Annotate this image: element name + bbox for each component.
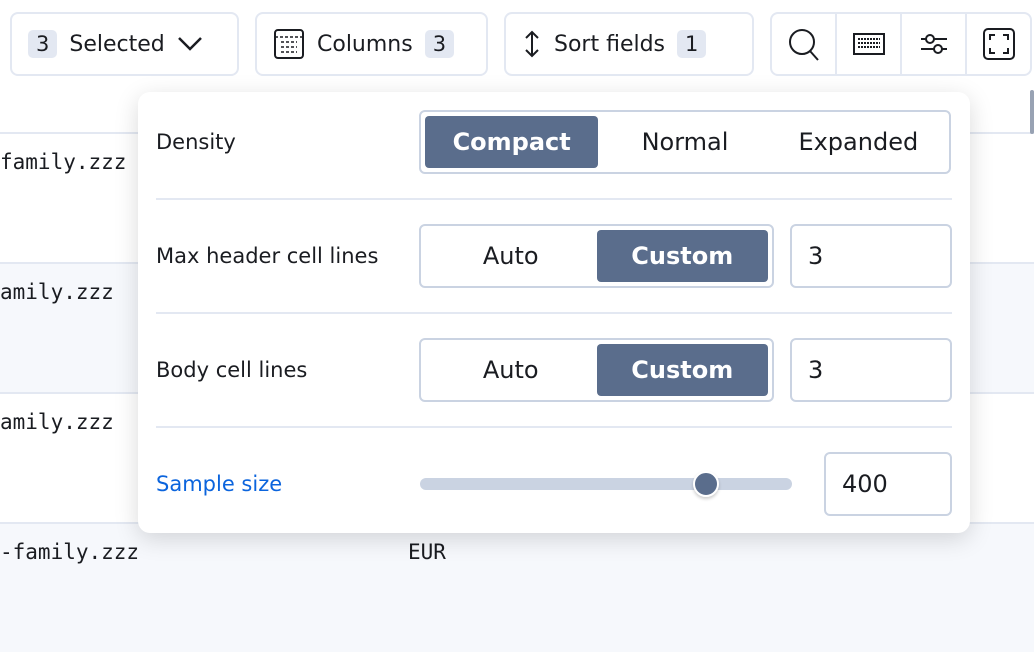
- header-lines-input[interactable]: 3: [790, 224, 952, 288]
- body-lines-toggle: Auto Custom: [419, 338, 774, 402]
- sort-count-badge: 1: [677, 30, 707, 58]
- density-normal[interactable]: Normal: [641, 128, 729, 156]
- body-lines-input[interactable]: 3: [790, 338, 952, 402]
- toolbar: 3 Selected Columns 3 Sort fields 1: [0, 12, 1034, 76]
- divider: [156, 198, 952, 200]
- header-lines-auto[interactable]: Auto: [482, 242, 539, 270]
- body-lines-custom[interactable]: Custom: [596, 344, 768, 396]
- selected-count-badge: 3: [28, 30, 58, 58]
- header-lines-toggle: Auto Custom: [419, 224, 774, 288]
- cell-text: family.zzz: [0, 150, 127, 174]
- divider: [156, 312, 952, 314]
- search-icon: [788, 29, 819, 61]
- sort-label: Sort fields: [554, 31, 666, 57]
- divider: [156, 426, 952, 428]
- body-lines-label: Body cell lines: [156, 358, 308, 382]
- slider-thumb[interactable]: [693, 471, 720, 497]
- currency-cell: EUR: [408, 540, 446, 564]
- chevron-down-icon: [177, 37, 202, 51]
- keyboard-icon: [852, 33, 885, 55]
- density-compact[interactable]: Compact: [425, 116, 599, 168]
- columns-count-badge: 3: [424, 30, 455, 58]
- selected-label: Selected: [69, 31, 165, 57]
- popover-arrow: [914, 80, 940, 93]
- toolbar-icon-group: [770, 12, 1032, 76]
- body-lines-auto[interactable]: Auto: [482, 356, 539, 384]
- cell-text: amily.zzz: [0, 280, 114, 304]
- density-label: Density: [156, 130, 236, 154]
- table-row: -family.zzz EUR: [0, 522, 1034, 652]
- display-settings-popover: Density Compact Normal Expanded Max head…: [138, 92, 970, 533]
- header-lines-custom[interactable]: Custom: [596, 230, 768, 282]
- fullscreen-button[interactable]: [967, 14, 1030, 74]
- sample-size-slider[interactable]: [420, 471, 792, 497]
- cell-text: amily.zzz: [0, 410, 114, 434]
- search-button[interactable]: [772, 14, 837, 74]
- columns-button[interactable]: Columns 3: [255, 12, 488, 76]
- sample-size-label[interactable]: Sample size: [156, 472, 283, 496]
- display-settings-button[interactable]: [902, 14, 967, 74]
- columns-label: Columns: [317, 31, 413, 57]
- sort-icon: [525, 30, 539, 58]
- table-icon: [274, 29, 304, 59]
- fullscreen-icon: [982, 28, 1015, 60]
- cell-text: -family.zzz: [0, 540, 140, 564]
- sort-fields-button[interactable]: Sort fields 1: [504, 12, 754, 76]
- density-expanded[interactable]: Expanded: [798, 128, 919, 156]
- selected-dropdown-button[interactable]: 3 Selected: [10, 12, 239, 76]
- sample-size-input[interactable]: 400: [824, 452, 952, 516]
- sliders-icon: [920, 34, 947, 54]
- keyboard-button[interactable]: [837, 14, 902, 74]
- density-toggle: Compact Normal Expanded: [419, 110, 951, 174]
- header-lines-label: Max header cell lines: [156, 244, 379, 268]
- scrollbar[interactable]: [1030, 90, 1034, 134]
